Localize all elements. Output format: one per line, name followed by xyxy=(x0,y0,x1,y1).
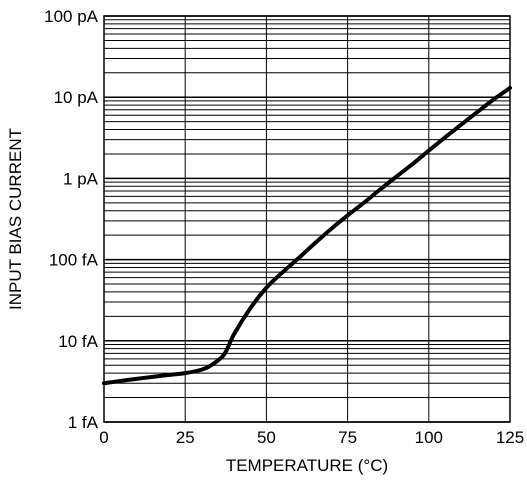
plot-frame xyxy=(103,15,511,423)
y-tick-label: 1 pA xyxy=(63,169,99,188)
x-tick-label: 50 xyxy=(257,428,276,447)
series-line xyxy=(102,85,512,386)
y-tick-label: 10 fA xyxy=(58,332,98,351)
x-tick-label: 75 xyxy=(338,428,357,447)
y-axis-title: INPUT BIAS CURRENT xyxy=(6,128,25,310)
x-tick-label: 125 xyxy=(496,428,524,447)
y-tick-label: 100 fA xyxy=(49,251,99,270)
y-tick-label: 100 pA xyxy=(44,7,99,26)
x-tick-label: 0 xyxy=(99,428,108,447)
y-tick-label: 1 fA xyxy=(68,413,99,432)
data-line-layer xyxy=(102,85,512,386)
x-axis-title: TEMPERATURE (°C) xyxy=(226,456,388,475)
x-tick-label: 25 xyxy=(176,428,195,447)
x-tick-labels: 0 25 50 75 100 125 xyxy=(99,428,524,447)
x-tick-label: 100 xyxy=(415,428,443,447)
y-tick-labels: 1 fA 10 fA 100 fA 1 pA 10 pA 100 pA xyxy=(44,7,99,432)
y-tick-label: 10 pA xyxy=(54,88,99,107)
